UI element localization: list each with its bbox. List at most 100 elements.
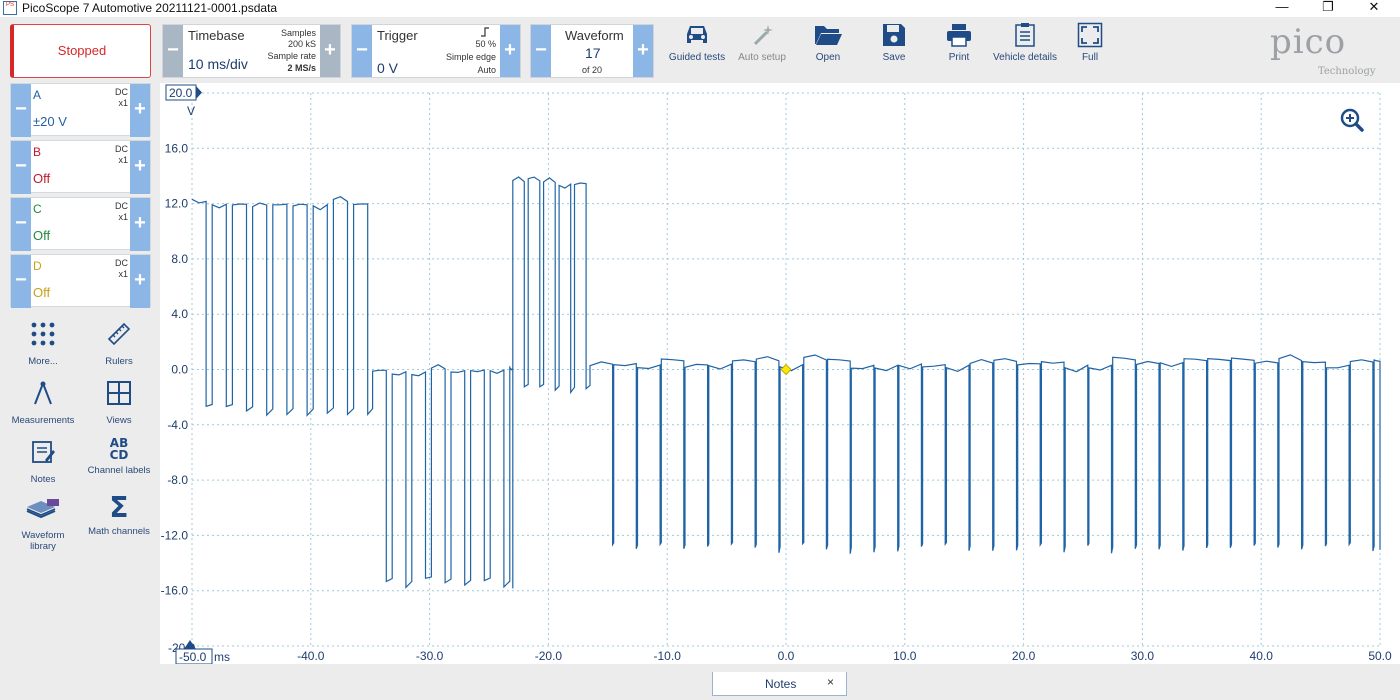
abcd-icon: AB CD [109,436,129,462]
channel-b-name: B [33,145,42,159]
measurements-label: Measurements [11,415,75,426]
vehicle-details-button[interactable]: Vehicle details [990,22,1060,74]
channel-c-range: Off [33,228,51,243]
car-icon [687,26,707,43]
views-button[interactable]: Views [83,380,155,426]
picoscope-app-icon: PS [3,1,17,15]
zoom-icon[interactable] [1340,108,1364,132]
y-tick-label: -16.0 [161,584,189,598]
channel-b-increase-button[interactable]: + [130,141,150,194]
more-label: More... [28,356,58,367]
channel-b-coupling: DC x1 [115,144,128,165]
y-tick-label: 8.0 [171,252,188,266]
y-tick-label: -12.0 [161,528,189,542]
channel-c-card[interactable]: − C DC x1 Off + [10,197,151,251]
run-stop-button[interactable]: Stopped [10,24,151,78]
samples-value: 200 kS [287,39,316,49]
trigger-label: Trigger [377,28,418,43]
x-tick-label: -10.0 [654,649,682,663]
channel-d-increase-button[interactable]: + [130,255,150,308]
channel-d-card[interactable]: − D DC x1 Off + [10,254,151,308]
timebase-value[interactable]: 10 ms/div [188,56,248,72]
x-tick-label: -30.0 [416,649,444,663]
x-tick-label: 0.0 [778,649,795,663]
channel-c-increase-button[interactable]: + [130,198,150,251]
notes-close-icon[interactable]: × [827,675,835,689]
waveform-library-button[interactable]: Waveform library [7,497,79,552]
channel-b-card[interactable]: − B DC x1 Off + [10,140,151,194]
y-tick-label: -4.0 [167,418,188,432]
timebase-decrease-button[interactable]: − [163,25,183,77]
y-tick-label: 4.0 [171,307,188,321]
samples-label: Samples [280,28,316,38]
channel-a-decrease-button[interactable]: − [11,84,31,137]
channel-labels-button[interactable]: AB CD Channel labels [83,437,155,476]
window-title: PicoScope 7 Automotive 20211121-0001.psd… [22,1,278,15]
channel-a-range: ±20 V [33,114,67,129]
channel-a-coupling: DC x1 [115,87,128,108]
clipboard-icon [1015,23,1035,47]
notes-button[interactable]: Notes [7,439,79,485]
save-button[interactable]: Save [864,22,924,74]
channel-a-increase-button[interactable]: + [130,84,150,137]
library-icon [26,499,59,519]
trigger-decrease-button[interactable]: − [352,25,372,77]
logo-text: pico [1270,22,1347,62]
compass-icon [34,381,52,405]
more-button[interactable]: More... [7,321,79,367]
scope-plot-area[interactable]: 16.0 12.0 8.0 4.0 0.0 -4.0 -8.0 -12.0 -16.0 -40.0… [160,83,1400,665]
notes-tab[interactable]: Notes × [712,672,847,696]
scope-chart[interactable]: 16.0 12.0 8.0 4.0 0.0 -4.0 -8.0 -12.0 -16.0 -40.0… [160,83,1400,665]
x-tick-label: -40.0 [297,649,325,663]
channel-c-coupling: DC x1 [115,201,128,222]
dots-grid-icon [31,322,55,346]
close-window-button[interactable]: ✕ [1368,0,1380,14]
full-screen-button[interactable]: Full [1060,22,1120,74]
notes-label: Notes [30,474,56,485]
y-tick-label: 12.0 [165,197,189,211]
channel-a-card[interactable]: − A DC x1 ±20 V + [10,83,151,137]
notes-tab-label: Notes [765,677,797,691]
channel-b-range: Off [33,171,51,186]
rulers-label: Rulers [105,356,133,367]
trigger-value[interactable]: 0 V [377,60,399,76]
print-label: Print [948,52,970,63]
trigger-type: Simple edge [445,52,496,62]
print-button[interactable]: Print [929,22,989,74]
waveform-total: of 20 [582,65,603,75]
y-tick-label: 0.0 [171,363,188,377]
waveform-previous-button[interactable]: − [531,25,551,77]
minimize-button[interactable]: — [1275,0,1289,14]
channel-a-trace [191,176,1381,589]
rulers-button[interactable]: Rulers [83,321,155,367]
restore-button[interactable]: ❐ [1322,0,1334,14]
printer-icon [947,24,971,47]
trigger-marker[interactable] [780,363,792,376]
logo-subtext: Technology [1318,66,1376,77]
trigger-percent: 50 % [475,39,496,49]
y-scale-top-label: 20.0 [169,86,193,100]
title-bar: PS PicoScope 7 Automotive 20211121-0001.… [0,0,1400,17]
guided-tests-button[interactable]: Guided tests [667,22,727,74]
x-tick-label: 20.0 [1012,649,1036,663]
channel-b-decrease-button[interactable]: − [11,141,31,194]
timebase-label: Timebase [188,28,245,43]
channel-d-decrease-button[interactable]: − [11,255,31,308]
x-unit-label: ms [214,650,230,664]
pico-technology-logo: pico Technology [1268,22,1386,80]
trigger-control: − Trigger 0 V 50 % Simple edge Auto + [351,24,521,78]
guided-tests-label: Guided tests [668,52,726,63]
x-scale-left-label: -50.0 [179,650,207,664]
trigger-increase-button[interactable]: + [500,25,520,77]
y-scale-arrow-icon [196,86,202,99]
timebase-increase-button[interactable]: + [320,25,340,77]
math-channels-button[interactable]: Σ Math channels [83,494,155,538]
open-button[interactable]: Open [798,22,858,74]
x-tick-label: 40.0 [1250,649,1274,663]
x-tick-label: -20.0 [535,649,563,663]
waveform-next-button[interactable]: + [633,25,653,77]
channel-c-decrease-button[interactable]: − [11,198,31,251]
auto-setup-button[interactable]: Auto setup [732,22,792,74]
measurements-button[interactable]: Measurements [7,380,79,426]
ruler-icon [107,322,131,346]
